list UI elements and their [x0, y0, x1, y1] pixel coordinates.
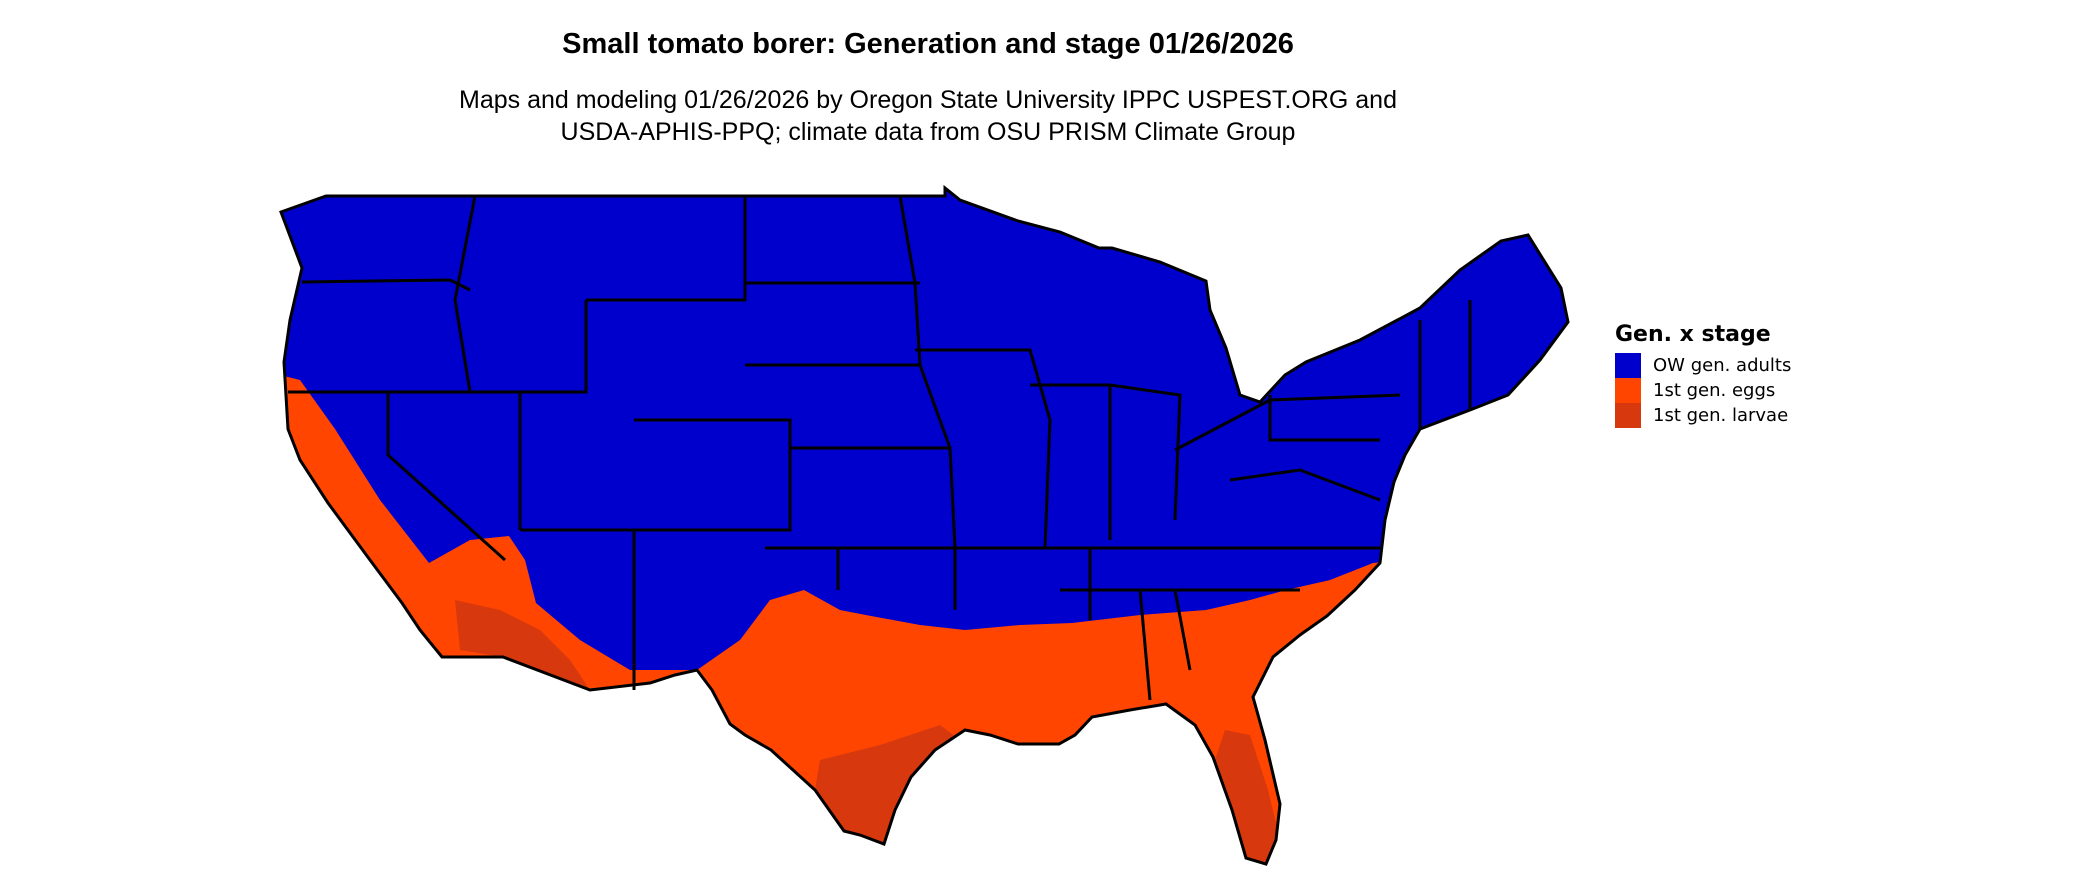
legend-item-1st-gen-larvae: 1st gen. larvae: [1615, 403, 1791, 428]
state-border: [586, 196, 747, 302]
state-border: [1229, 300, 1472, 502]
ow-gen-adults-area: [281, 188, 1568, 864]
first-gen-larvae-area-florida: [1215, 730, 1280, 864]
state-border: [1030, 383, 1182, 540]
legend-label: 1st gen. eggs: [1653, 380, 1776, 401]
map-legend: Gen. x stage OW gen. adults 1st gen. egg…: [1615, 322, 1791, 428]
legend-title: Gen. x stage: [1615, 322, 1771, 347]
legend-item-ow-gen-adults: OW gen. adults: [1615, 353, 1791, 378]
state-border: [453, 195, 477, 393]
state-borders: [279, 186, 1570, 866]
state-border: [1045, 546, 1380, 701]
state-border: [898, 195, 957, 549]
legend-swatch: [1615, 378, 1641, 403]
state-border: [386, 392, 507, 562]
first-gen-larvae-area-southwest: [455, 600, 590, 690]
state-border: [745, 281, 950, 450]
state-border: [301, 278, 471, 292]
legend-swatch: [1615, 403, 1641, 428]
map-title: Small tomato borer: Generation and stage…: [562, 28, 1294, 60]
first-gen-larvae-area-texas: [815, 725, 960, 850]
state-border: [634, 418, 792, 532]
map-subtitle-line-2: USDA-APHIS-PPQ; climate data from OSU PR…: [560, 118, 1296, 146]
legend-swatch: [1615, 353, 1641, 378]
legend-item-1st-gen-eggs: 1st gen. eggs: [1615, 378, 1791, 403]
legend-label: OW gen. adults: [1653, 355, 1792, 376]
map-subtitle-line-1: Maps and modeling 01/26/2026 by Oregon S…: [459, 86, 1397, 114]
state-border: [1174, 393, 1401, 452]
legend-label: 1st gen. larvae: [1653, 405, 1789, 426]
